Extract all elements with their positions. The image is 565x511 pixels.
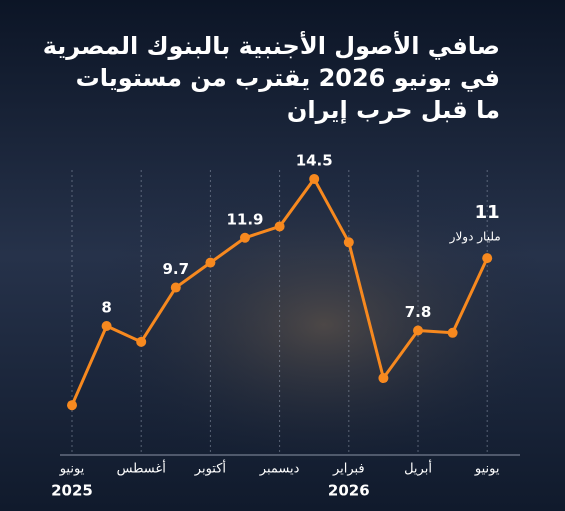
data-point bbox=[482, 253, 493, 264]
data-point bbox=[378, 373, 389, 384]
data-label: 11 bbox=[475, 202, 500, 223]
x-tick-label: فبراير bbox=[332, 462, 365, 477]
data-label: 9.7 bbox=[163, 260, 190, 278]
x-tick-label: ديسمبر bbox=[259, 462, 300, 477]
data-label: 7.8 bbox=[405, 303, 432, 321]
data-point bbox=[274, 221, 285, 232]
x-tick-label: يونيو bbox=[59, 462, 85, 477]
unit-label: مليار دولار bbox=[449, 230, 501, 245]
data-point bbox=[101, 321, 112, 331]
chart-title: ما قبل حرب إيران bbox=[287, 96, 500, 124]
data-point bbox=[205, 257, 216, 268]
data-label: 8 bbox=[101, 299, 111, 317]
data-point bbox=[447, 327, 458, 338]
data-point bbox=[240, 232, 250, 243]
data-point bbox=[136, 336, 147, 347]
data-point bbox=[309, 173, 320, 184]
data-label: 14.5 bbox=[296, 151, 333, 169]
data-point bbox=[413, 325, 423, 336]
x-tick-label: أكتوبر bbox=[194, 460, 226, 477]
data-point bbox=[170, 282, 181, 293]
x-tick-label: يونيو bbox=[474, 462, 500, 477]
year-label: 2025 bbox=[51, 482, 93, 500]
data-point bbox=[67, 400, 77, 411]
background-glow bbox=[60, 160, 540, 460]
data-label: 11.9 bbox=[226, 210, 263, 228]
x-tick-label: أبريل bbox=[404, 460, 432, 477]
x-tick-label: أغسطس bbox=[117, 460, 166, 477]
year-label: 2026 bbox=[328, 482, 370, 500]
chart-title: في يونيو 2026 يقترب من مستويات bbox=[76, 64, 500, 92]
chart-title: صافي الأصول الأجنبية بالبنوك المصرية bbox=[43, 31, 500, 60]
data-point bbox=[343, 237, 354, 248]
